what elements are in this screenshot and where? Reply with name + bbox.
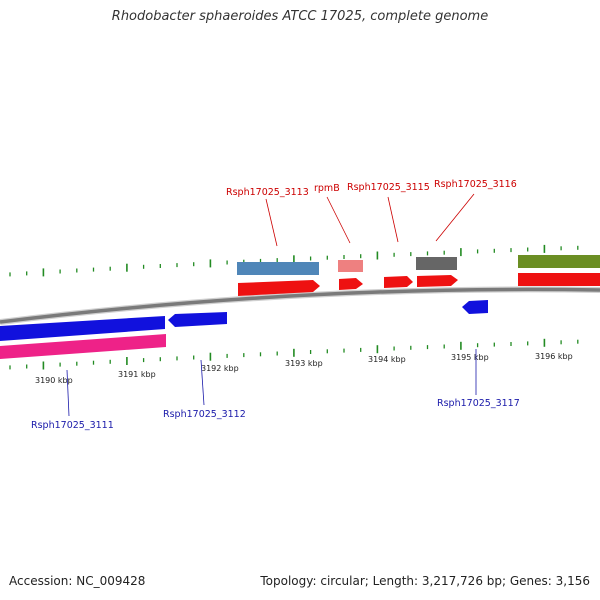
gene-rpmb-bar[interactable] xyxy=(338,260,363,272)
leader-rsph17025-3111 xyxy=(66,369,70,417)
gene-label-rpmb[interactable]: rpmB xyxy=(314,183,340,194)
gene-rsph17025-3112-arrow[interactable] xyxy=(168,312,227,327)
gene-rsph17025-3113-arrow[interactable] xyxy=(238,280,320,296)
gene-magenta-bar[interactable] xyxy=(0,334,166,359)
gene-rpmb-arrow[interactable] xyxy=(339,278,363,290)
gene-olive-bar[interactable] xyxy=(518,255,600,268)
leader-rpmb xyxy=(326,196,351,244)
gene-label-rsph17025-3111[interactable]: Rsph17025_3111 xyxy=(31,420,114,431)
gene-rsph17025-3116-bar[interactable] xyxy=(416,257,457,270)
leader-rsph17025-3116 xyxy=(435,193,475,242)
kbp-label-3196: 3196 kbp xyxy=(535,352,573,361)
leader-rsph17025-3113 xyxy=(265,198,278,247)
kbp-label-3193: 3193 kbp xyxy=(285,359,323,368)
upper-tick-marks xyxy=(9,244,579,277)
gene-red-right-bar[interactable] xyxy=(518,273,600,286)
kbp-label-3195: 3195 kbp xyxy=(451,353,489,362)
kbp-label-3191: 3191 kbp xyxy=(118,370,156,379)
topology-text: Topology: circular; Length: 3,217,726 bp… xyxy=(260,574,590,588)
map-title: Rhodobacter sphaeroides ATCC 17025, comp… xyxy=(111,9,489,24)
gene-label-rsph17025-3117[interactable]: Rsph17025_3117 xyxy=(437,398,520,409)
accession-text: Accession: NC_009428 xyxy=(9,574,146,588)
genome-backbone-line xyxy=(0,287,600,324)
gene-label-rsph17025-3115[interactable]: Rsph17025_3115 xyxy=(347,182,430,193)
kbp-label-3192: 3192 kbp xyxy=(201,364,239,373)
kbp-label-3194: 3194 kbp xyxy=(368,355,406,364)
gene-label-rsph17025-3113[interactable]: Rsph17025_3113 xyxy=(226,187,309,198)
gene-rsph17025-3117-arrow[interactable] xyxy=(462,300,488,314)
lower-tick-marks xyxy=(9,338,579,370)
kbp-label-3190: 3190 kbp xyxy=(35,376,73,385)
gene-rsph17025-3111-bar[interactable] xyxy=(0,316,165,341)
gene-label-rsph17025-3116[interactable]: Rsph17025_3116 xyxy=(434,179,517,190)
gene-rsph17025-3115-arrow[interactable] xyxy=(384,276,413,288)
leader-rsph17025-3112 xyxy=(200,359,205,406)
gene-label-rsph17025-3112[interactable]: Rsph17025_3112 xyxy=(163,409,246,420)
gene-rsph17025-3116-arrow[interactable] xyxy=(417,275,458,287)
gene-rsph17025-3113-bar[interactable] xyxy=(237,262,319,275)
leader-rsph17025-3115 xyxy=(387,196,399,243)
